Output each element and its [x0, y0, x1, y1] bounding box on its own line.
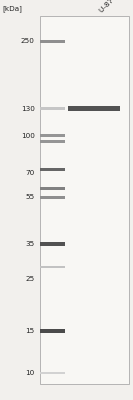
FancyBboxPatch shape — [40, 187, 65, 190]
FancyBboxPatch shape — [40, 40, 65, 43]
FancyBboxPatch shape — [40, 196, 65, 199]
Text: 130: 130 — [21, 106, 35, 112]
FancyBboxPatch shape — [40, 168, 65, 172]
Text: 25: 25 — [25, 276, 35, 282]
Text: [kDa]: [kDa] — [3, 5, 22, 12]
FancyBboxPatch shape — [40, 242, 65, 246]
FancyBboxPatch shape — [40, 372, 65, 374]
Text: 100: 100 — [21, 133, 35, 139]
Text: 10: 10 — [25, 370, 35, 376]
FancyBboxPatch shape — [40, 140, 65, 142]
FancyBboxPatch shape — [40, 266, 65, 268]
Bar — [40, 16, 129, 384]
Text: 55: 55 — [25, 194, 35, 200]
FancyBboxPatch shape — [40, 107, 65, 110]
FancyBboxPatch shape — [40, 134, 65, 137]
Text: U-87 MG: U-87 MG — [98, 0, 125, 14]
Text: 250: 250 — [21, 38, 35, 44]
FancyBboxPatch shape — [68, 106, 120, 111]
Text: 35: 35 — [25, 241, 35, 247]
Text: 15: 15 — [25, 328, 35, 334]
Text: 70: 70 — [25, 170, 35, 176]
FancyBboxPatch shape — [40, 329, 65, 333]
